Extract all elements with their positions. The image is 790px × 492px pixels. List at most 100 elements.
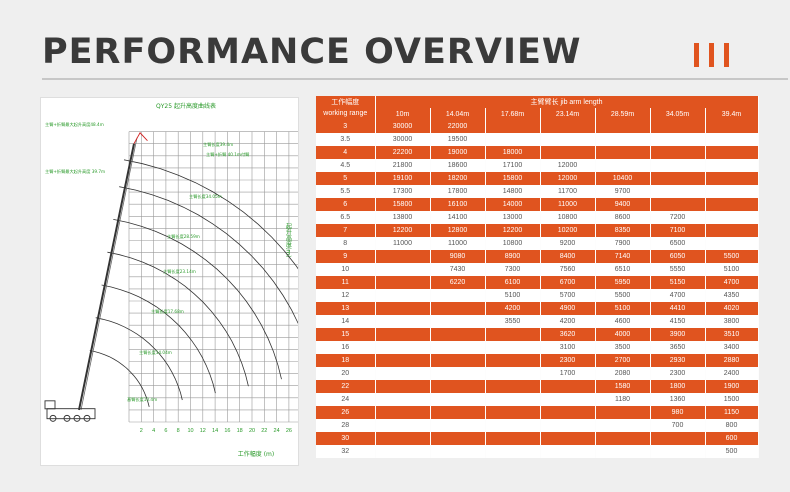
load-cell	[375, 302, 431, 315]
working-range-cell: 4.5	[316, 159, 376, 172]
boom-length-label: 主臂长度28.59m	[167, 233, 200, 240]
column-header: 34.05m	[650, 108, 706, 120]
load-cell: 4200	[540, 315, 596, 328]
load-cell: 5500	[705, 250, 759, 263]
table-row: 18 2300 2700 2930 2880	[316, 354, 759, 367]
working-range-cell: 16	[316, 341, 376, 354]
boom-length-label: 主臂+折臂最大起升高度 39.7m	[45, 168, 105, 175]
working-range-cell: 30	[316, 432, 376, 445]
load-cell: 7560	[540, 263, 596, 276]
load-cell: 2930	[650, 354, 706, 367]
x-tick-label: 22	[261, 428, 267, 434]
table-row: 22 1580 1800 1900	[316, 380, 759, 393]
load-cell: 6510	[595, 263, 651, 276]
table-row: 8 11000 11000 10800 9200 7900 6500	[316, 237, 759, 250]
load-cell: 7140	[595, 250, 651, 263]
table-row: 7 12200 12800 12200 10200 8350 7100	[316, 224, 759, 237]
load-cell: 3550	[485, 315, 541, 328]
load-cell: 4020	[705, 302, 759, 315]
working-range-cell: 8	[316, 237, 376, 250]
table-row: 3 30000 22000	[316, 120, 759, 133]
table-row: 6 15800 16100 14000 11000 9400	[316, 198, 759, 211]
table-row: 16 3100 3500 3650 3400	[316, 341, 759, 354]
table-row: 24 1180 1360 1500	[316, 393, 759, 406]
load-cell	[375, 276, 431, 289]
table-row: 13 4200 4900 5100 4410 4020	[316, 302, 759, 315]
working-range-cell: 32	[316, 445, 376, 458]
load-cell: 18200	[430, 172, 486, 185]
table-row: 15 3620 4000 3900 3510	[316, 328, 759, 341]
load-cell	[375, 432, 431, 445]
load-cell	[375, 354, 431, 367]
load-cell: 5150	[650, 276, 706, 289]
load-cell: 5950	[595, 276, 651, 289]
boom-length-label: 主臂+折臂最大起升高度48.4m	[45, 121, 104, 128]
load-cell	[485, 380, 541, 393]
load-cell: 3650	[650, 341, 706, 354]
table-row: 3.5 30000 19500	[316, 133, 759, 146]
load-cell: 4350	[705, 289, 759, 302]
load-cell	[375, 341, 431, 354]
load-cell	[430, 289, 486, 302]
working-range-cell: 5.5	[316, 185, 376, 198]
load-cell: 8600	[595, 211, 651, 224]
load-cell	[595, 120, 651, 133]
load-cell	[430, 432, 486, 445]
load-cell: 1180	[595, 393, 651, 406]
boom-length-label: 主臂长度14.04m	[139, 349, 172, 356]
load-cell	[705, 172, 759, 185]
boom-length-label: 主臂长度34.05m	[189, 193, 222, 200]
load-cell: 600	[705, 432, 759, 445]
load-cell: 5100	[485, 289, 541, 302]
load-cell: 6700	[540, 276, 596, 289]
x-tick-label: 18	[237, 428, 243, 434]
load-cell	[595, 159, 651, 172]
load-cell: 12000	[540, 172, 596, 185]
load-cell	[430, 406, 486, 419]
load-cell	[650, 120, 706, 133]
load-cell	[595, 133, 651, 146]
load-cell: 800	[705, 419, 759, 432]
x-tick-label: 2	[140, 428, 143, 434]
boom-radius-arc	[123, 159, 298, 270]
working-range-cell: 7	[316, 224, 376, 237]
load-cell: 30000	[375, 133, 431, 146]
load-cell: 10800	[485, 237, 541, 250]
load-cell	[485, 419, 541, 432]
working-range-cell: 10	[316, 263, 376, 276]
load-cell: 14800	[485, 185, 541, 198]
boom-length-label: 主臂长度39.4m	[203, 141, 233, 148]
load-cell	[595, 146, 651, 159]
y-axis-label: 起升高度(m)	[285, 222, 292, 257]
load-cell: 6500	[650, 237, 706, 250]
load-cell	[485, 432, 541, 445]
load-cell	[485, 367, 541, 380]
load-cell	[430, 302, 486, 315]
load-table-panel: 工作幅度 working range 主臂臂长 jib arm length 1…	[316, 96, 759, 463]
load-cell: 3400	[705, 341, 759, 354]
load-cell: 4700	[705, 276, 759, 289]
load-cell: 2080	[595, 367, 651, 380]
truck-body	[46, 408, 96, 420]
table-row: 28 700 800	[316, 419, 759, 432]
load-cell	[430, 419, 486, 432]
load-cell: 3620	[540, 328, 596, 341]
load-cell: 1360	[650, 393, 706, 406]
truck-wheel	[73, 414, 81, 422]
load-cell: 4150	[650, 315, 706, 328]
working-range-cell: 20	[316, 367, 376, 380]
column-header: 10m	[375, 108, 431, 120]
working-range-cell: 15	[316, 328, 376, 341]
load-cell: 5100	[595, 302, 651, 315]
load-cell: 12200	[485, 224, 541, 237]
x-tick-label: 6	[164, 428, 167, 434]
load-cell: 10400	[595, 172, 651, 185]
load-cell	[540, 445, 596, 458]
load-cell	[485, 341, 541, 354]
x-tick-label: 14	[212, 428, 218, 434]
load-cell: 15800	[375, 198, 431, 211]
boom-length-label: 主臂长度17.68m	[151, 308, 184, 315]
load-cell: 30000	[375, 120, 431, 133]
load-cell: 12200	[375, 224, 431, 237]
load-cell	[485, 120, 541, 133]
